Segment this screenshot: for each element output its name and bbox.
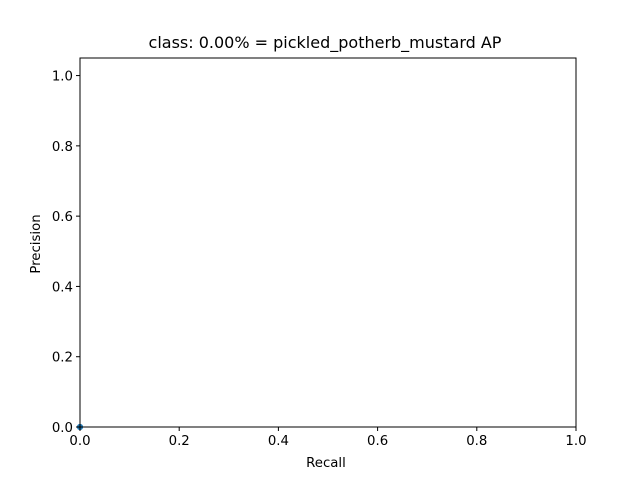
y-tick-label: 1.0 bbox=[52, 70, 73, 85]
y-tick-label: 0.4 bbox=[52, 280, 73, 295]
x-tick-label: 0.2 bbox=[169, 434, 190, 449]
x-tick-label: 0.0 bbox=[69, 434, 90, 449]
axis-ticks: 0.0 0.2 0.4 0.6 0.8 1.0 0.0 0.2 0.4 0.6 0.8 1.0 bbox=[52, 70, 587, 449]
chart-title: class: 0.00% = pickled_potherb_mustard A… bbox=[149, 33, 502, 53]
x-tick-label: 0.6 bbox=[367, 434, 388, 449]
axes-frame bbox=[79, 57, 577, 428]
y-tick-label: 0.8 bbox=[52, 140, 73, 155]
x-tick-label: 0.4 bbox=[268, 434, 289, 449]
y-tick-label: 0.2 bbox=[52, 351, 73, 366]
y-axis-label: Precision bbox=[29, 214, 44, 273]
x-axis-label: Recall bbox=[306, 456, 346, 471]
x-tick-label: 1.0 bbox=[565, 434, 586, 449]
x-tick-label: 0.8 bbox=[466, 434, 487, 449]
y-tick-label: 0.0 bbox=[52, 421, 73, 436]
y-tick-label: 0.6 bbox=[52, 210, 73, 225]
plot-area bbox=[77, 57, 577, 430]
